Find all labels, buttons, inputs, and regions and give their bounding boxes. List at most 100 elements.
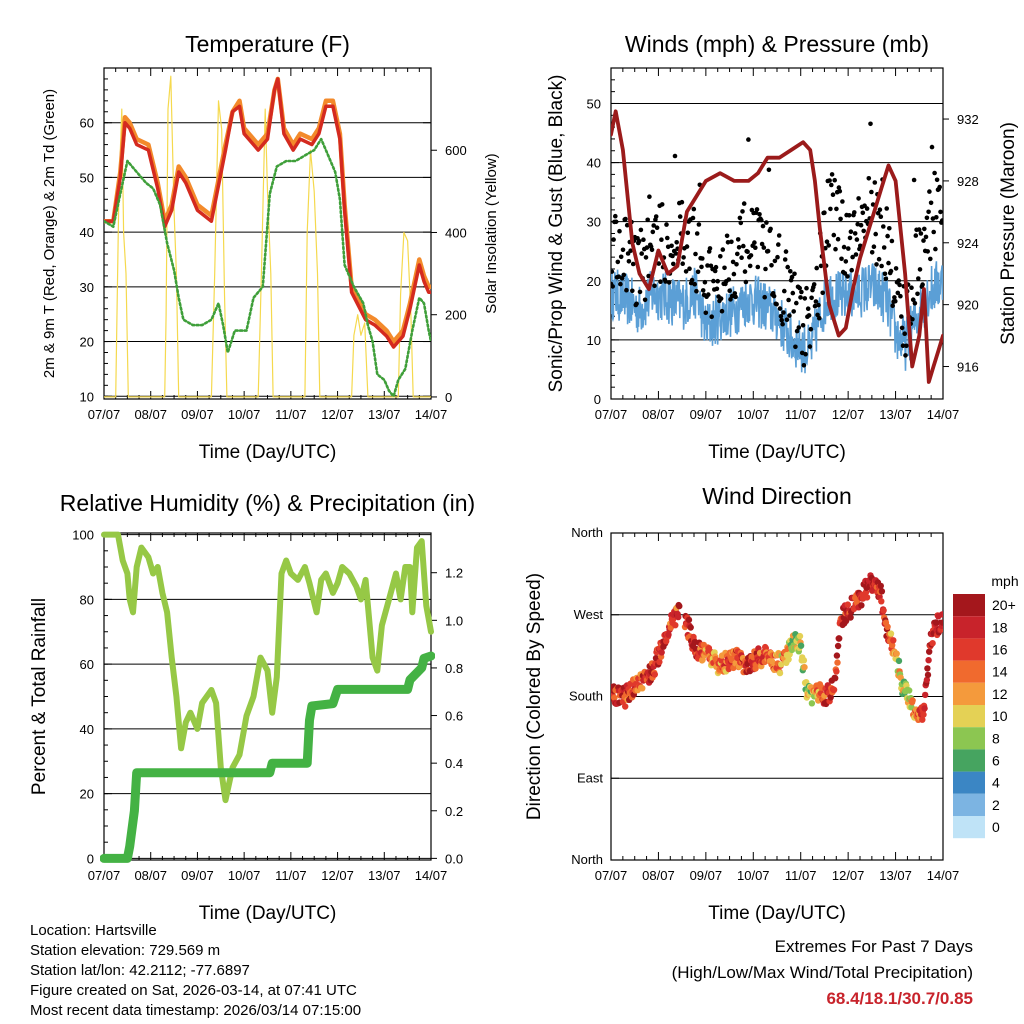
y2-tick-label: 0.6 (445, 709, 463, 724)
x-tick-label: 10/07 (228, 407, 261, 422)
gust-point (836, 185, 842, 190)
x-tick-label: 10/07 (737, 868, 770, 883)
x-tick-label: 07/07 (595, 407, 628, 422)
gust-point (845, 274, 850, 279)
gust-point (938, 209, 943, 215)
y-axis-label: Sonic/Prop Wind & Gust (Blue, Black) (546, 75, 567, 393)
gust-point (811, 282, 817, 287)
x-tick-label: 14/07 (415, 407, 448, 422)
gust-point (613, 219, 619, 225)
gust-point (652, 283, 657, 289)
direction-point (669, 616, 677, 623)
panel-1: 07/07 08/07 09/07 10/07 11/07 12/07 13/07 14/07… (41, 31, 500, 463)
y-tick-label: 80 (80, 592, 94, 607)
gust-point (762, 294, 767, 300)
gust-point (637, 289, 643, 295)
gust-point (755, 264, 761, 270)
gust-point (937, 184, 942, 190)
gust-point (718, 296, 724, 301)
direction-point (889, 641, 896, 649)
gust-point (754, 207, 760, 212)
gust-point (776, 242, 781, 247)
gust-point (848, 229, 854, 234)
direction-point (924, 665, 931, 672)
gust-point (706, 292, 711, 297)
gust-point (659, 202, 665, 207)
y2-tick-label: 1.2 (445, 566, 463, 581)
x-tick-label: 12/07 (321, 407, 354, 422)
direction-point (832, 675, 839, 682)
colorbar-swatch (953, 705, 985, 728)
panel-4: 07/07 08/07 09/07 10/07 11/07 12/07 13/07 14/07… (524, 483, 1019, 924)
gust-point (902, 331, 907, 337)
gust-point (818, 263, 824, 269)
gust-point (726, 277, 732, 282)
colorbar-swatch (953, 638, 985, 661)
gust-point (929, 144, 935, 150)
gust-point (792, 271, 797, 277)
gust-point (783, 249, 789, 254)
y-tick-label: 10 (587, 333, 601, 348)
gust-point (831, 232, 837, 238)
direction-point (878, 588, 886, 595)
gust-point (684, 244, 690, 249)
gust-point (687, 266, 692, 272)
gust-point (910, 297, 916, 303)
gust-point (638, 227, 644, 233)
direction-point (926, 648, 933, 655)
gust-point (875, 210, 881, 216)
x-tick-label: 08/07 (134, 868, 167, 883)
gust-point (650, 229, 656, 235)
x-tick-label: 09/07 (690, 868, 723, 883)
gust-point (705, 263, 710, 268)
gust-point (923, 234, 929, 240)
gust-point (725, 240, 731, 245)
gust-point (775, 254, 780, 260)
direction-point (808, 700, 816, 707)
gust-point (858, 243, 863, 249)
colorbar-label: 12 (992, 686, 1008, 702)
gust-point (893, 298, 898, 304)
y-tick-label: 20 (80, 335, 94, 350)
gust-point (850, 254, 855, 260)
x-tick-label: 10/07 (228, 868, 261, 883)
gust-point (672, 153, 678, 159)
extremes-summary: Extremes For Past 7 Days (High/Low/Max W… (672, 934, 973, 1012)
chart-title: Winds (mph) & Pressure (mb) (625, 31, 929, 57)
gust-point (878, 214, 884, 219)
series-layer (100, 531, 435, 863)
gust-point (926, 209, 931, 215)
gust-point (871, 244, 877, 249)
series-layer (611, 572, 943, 723)
station-pressure-line (611, 109, 943, 384)
gust-point (807, 344, 813, 349)
gust-point (693, 251, 698, 257)
gust-point (766, 167, 772, 173)
gust-point (696, 222, 702, 227)
direction-point (844, 601, 851, 608)
y-tick-label: 20 (587, 274, 601, 289)
y2-axis-label: Station Pressure (Maroon) (998, 122, 1019, 345)
gust-point (872, 180, 878, 185)
gust-point (925, 249, 930, 254)
gust-point (822, 210, 827, 215)
gust-point (804, 285, 809, 291)
colorbar-swatch (953, 793, 985, 816)
gust-point (796, 325, 802, 330)
gust-point (793, 344, 798, 350)
gust-point (741, 201, 747, 206)
y-tick-label: 40 (80, 225, 94, 240)
gust-point (885, 233, 890, 239)
gust-point (738, 220, 744, 226)
gust-point (856, 196, 861, 201)
gust-point (644, 245, 650, 250)
wind-speed-line (611, 261, 943, 374)
gust-point (903, 353, 908, 358)
latest-timestamp: Most recent data timestamp: 2026/03/14 0… (30, 1002, 362, 1019)
gust-point (934, 215, 939, 220)
gust-point (709, 314, 714, 320)
gust-point (699, 264, 704, 270)
colorbar-swatch (953, 660, 985, 683)
gust-point (899, 314, 904, 319)
x-tick-label: 12/07 (832, 868, 865, 883)
